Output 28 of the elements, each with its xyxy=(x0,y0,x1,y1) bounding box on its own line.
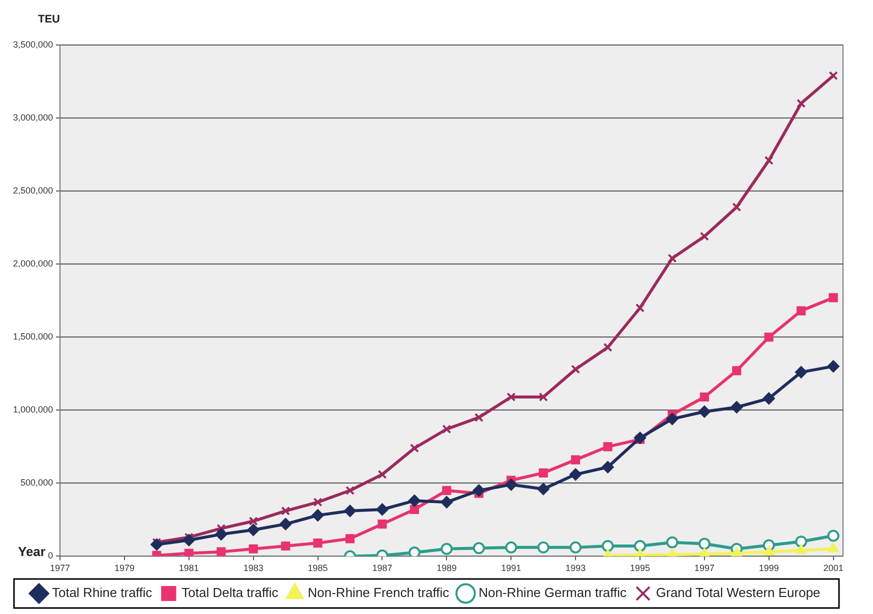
y-tick-label: 1,000,000 xyxy=(12,404,54,415)
y-tick-label: 2,000,000 xyxy=(12,258,54,269)
x-tick-label: 1997 xyxy=(694,563,714,574)
y-tick-label: 3,500,000 xyxy=(12,39,54,50)
legend-label: Grand Total Western Europe xyxy=(656,585,820,600)
x-tick-label: 1985 xyxy=(308,563,328,574)
x-tick-label: 1999 xyxy=(758,563,779,574)
y-tick-label: 2,500,000 xyxy=(12,186,54,196)
legend-label: Non-Rhine German traffic xyxy=(478,585,628,600)
y-tick-label: 1,500,000 xyxy=(12,332,54,342)
x-axis-title: Year xyxy=(18,544,46,559)
x-tick-label: 1995 xyxy=(630,563,650,574)
y-axis-title: TEU xyxy=(38,14,60,26)
x-tick-label: 1979 xyxy=(114,563,134,574)
x-tick-label: 1981 xyxy=(178,563,199,574)
y-tick-label: 500,000 xyxy=(20,478,54,488)
y-tick-label: 0 xyxy=(48,550,54,561)
x-tick-label: 1991 xyxy=(501,563,522,574)
legend-label: Total Delta traffic xyxy=(182,585,279,600)
x-tick-label: 1977 xyxy=(50,563,70,574)
legend-label: Non-Rhine French traffic xyxy=(308,585,450,600)
x-tick-label: 1989 xyxy=(436,563,457,574)
x-tick-label: 2001 xyxy=(823,563,844,574)
y-tick-label: 3,000,000 xyxy=(12,112,54,123)
legend-label: Total Rhine traffic xyxy=(52,585,153,600)
x-tick-label: 1987 xyxy=(372,563,392,574)
x-tick-label: 1993 xyxy=(566,563,586,574)
x-tick-label: 1983 xyxy=(243,563,264,574)
